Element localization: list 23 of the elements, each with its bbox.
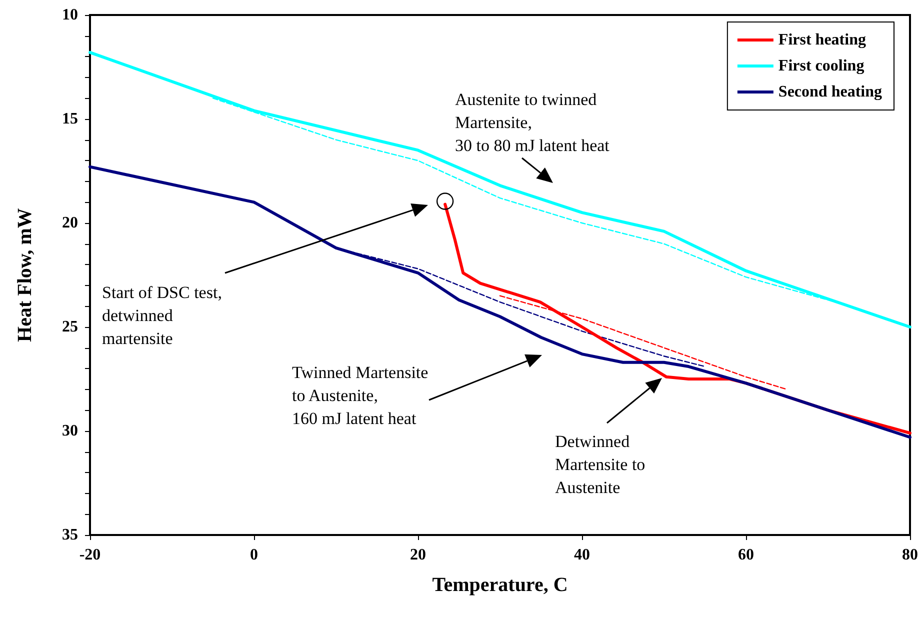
x-tick-label: 0: [250, 546, 258, 564]
x-tick-label: 60: [738, 546, 754, 564]
x-axis-title: Temperature, C: [432, 574, 568, 596]
line-series: [499, 295, 788, 390]
y-tick-label: 15: [62, 110, 78, 128]
annotation: Austenite to twinned Martensite, 30 to 80 mJ latent heat: [455, 90, 610, 155]
annotation: Detwinned Martensite to Austenite: [555, 432, 646, 497]
y-tick-label: 30: [62, 422, 78, 440]
y-tick-label: 25: [62, 318, 78, 336]
line-series: [88, 50, 912, 328]
annotation: Twinned Martensite to Austenite, 160 mJ latent heat: [292, 363, 428, 428]
x-tick-label: 80: [902, 546, 918, 564]
legend-label: Second heating: [778, 84, 882, 100]
y-tick-label: 10: [62, 6, 78, 24]
annotation: Start of DSC test, detwinned martensite: [102, 283, 222, 348]
x-tick-label: -20: [79, 546, 101, 564]
legend-label: First cooling: [778, 58, 864, 74]
y-tick-label: 20: [62, 214, 78, 232]
y-axis-title: Heat Flow, mW: [14, 208, 36, 342]
x-tick-label: 20: [410, 546, 426, 564]
y-tick-label: 35: [62, 526, 78, 544]
legend-label: First heating: [778, 32, 866, 48]
x-tick-label: 40: [574, 546, 590, 564]
